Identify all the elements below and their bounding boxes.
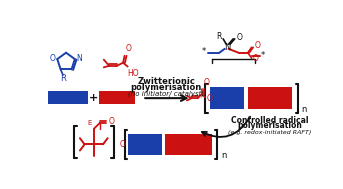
- Text: O: O: [108, 117, 114, 126]
- Bar: [99, 91, 134, 104]
- Text: O: O: [236, 33, 242, 42]
- Text: (no initiator/ catalyst): (no initiator/ catalyst): [128, 90, 204, 97]
- Bar: [248, 87, 293, 109]
- Text: R: R: [60, 74, 66, 83]
- FancyArrowPatch shape: [202, 117, 250, 137]
- Text: O: O: [252, 54, 258, 63]
- Text: n: n: [221, 151, 226, 160]
- Bar: [128, 134, 162, 155]
- Text: O: O: [119, 140, 125, 149]
- Text: Controlled radical: Controlled radical: [232, 116, 309, 125]
- Text: O: O: [204, 78, 210, 87]
- Text: E: E: [88, 120, 92, 126]
- Text: O: O: [207, 94, 213, 103]
- Text: *: *: [202, 47, 206, 56]
- Bar: [48, 91, 87, 104]
- Text: n: n: [302, 105, 307, 114]
- Text: HO: HO: [127, 69, 139, 78]
- Text: +: +: [88, 93, 98, 103]
- Text: O: O: [126, 44, 132, 53]
- Text: O: O: [50, 54, 56, 63]
- Text: N: N: [76, 54, 82, 63]
- Text: *: *: [260, 50, 264, 60]
- Bar: [210, 87, 244, 109]
- Text: polymerisation: polymerisation: [131, 83, 202, 92]
- Text: Zwitterionic: Zwitterionic: [137, 77, 195, 87]
- Text: R: R: [216, 32, 222, 41]
- Text: polymerisation: polymerisation: [238, 121, 303, 130]
- Text: (e.g. redox-initiated RAFT): (e.g. redox-initiated RAFT): [228, 129, 312, 135]
- Text: N: N: [224, 43, 230, 52]
- Text: O: O: [255, 41, 261, 50]
- Bar: [165, 134, 212, 155]
